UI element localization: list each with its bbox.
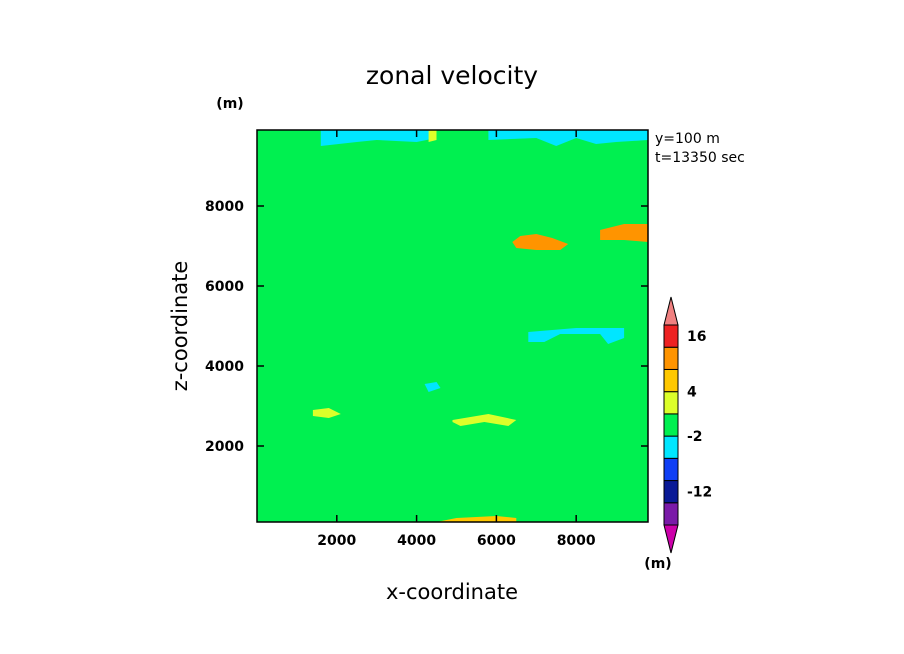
contour-patch-5 — [528, 328, 625, 344]
contour-band-8 — [257, 130, 648, 522]
colorbar-swatch — [663, 368, 679, 393]
colorbar-swatch — [663, 502, 679, 526]
plot-frame — [256, 129, 649, 523]
contour-patch-4 — [428, 130, 437, 142]
y-tick-label: 4000 — [205, 359, 244, 375]
colorbar-tick-label: 16 — [687, 329, 706, 345]
x-axis-title: x-coordinate — [386, 580, 518, 604]
annotation-time: t=13350 sec — [655, 150, 745, 166]
colorbar-swatch — [663, 457, 679, 482]
colorbar-swatch — [663, 391, 679, 415]
colorbar-tick-label: -12 — [687, 485, 712, 501]
contour-patch-6 — [424, 382, 441, 392]
colorbar: 16 4 -2 -12 — [663, 296, 712, 554]
contour-patch-7 — [312, 408, 341, 418]
annotation-y-position: y=100 m — [655, 131, 720, 147]
contour-patch-0 — [512, 234, 569, 250]
colorbar-tick-label: 4 — [687, 385, 697, 401]
y-unit-label: (m) — [216, 96, 243, 112]
colorbar-swatch — [663, 324, 679, 348]
y-axis-title: z-coordinate — [168, 261, 192, 392]
contour-patch-2 — [320, 130, 437, 146]
colorbar-tick-label: -2 — [687, 429, 703, 445]
colorbar-swatch — [663, 413, 679, 437]
colorbar-swatch — [663, 346, 679, 370]
contour-patch-8 — [452, 414, 517, 426]
x-tick-label: 6000 — [477, 533, 516, 549]
x-tick-label: 2000 — [317, 533, 356, 549]
y-tick-label: 2000 — [205, 439, 244, 455]
x-tick-label: 8000 — [557, 533, 596, 549]
colorbar-arrow-low — [663, 524, 679, 554]
plot-area — [257, 130, 648, 522]
y-tick-label: 6000 — [205, 279, 244, 295]
colorbar-arrow-high — [663, 296, 679, 326]
colorbar-swatch — [663, 480, 679, 504]
colorbar-swatch — [663, 435, 679, 459]
y-tick-label: 8000 — [205, 199, 244, 215]
chart-title: zonal velocity — [366, 61, 538, 90]
contour-patch-1 — [600, 224, 648, 242]
colorbar-unit-label: (m) — [644, 556, 671, 572]
x-axis: 2000 4000 6000 8000 — [317, 130, 596, 549]
contour-patch-3 — [488, 130, 648, 146]
y-axis: 2000 4000 6000 8000 — [205, 199, 648, 455]
x-tick-label: 4000 — [397, 533, 436, 549]
